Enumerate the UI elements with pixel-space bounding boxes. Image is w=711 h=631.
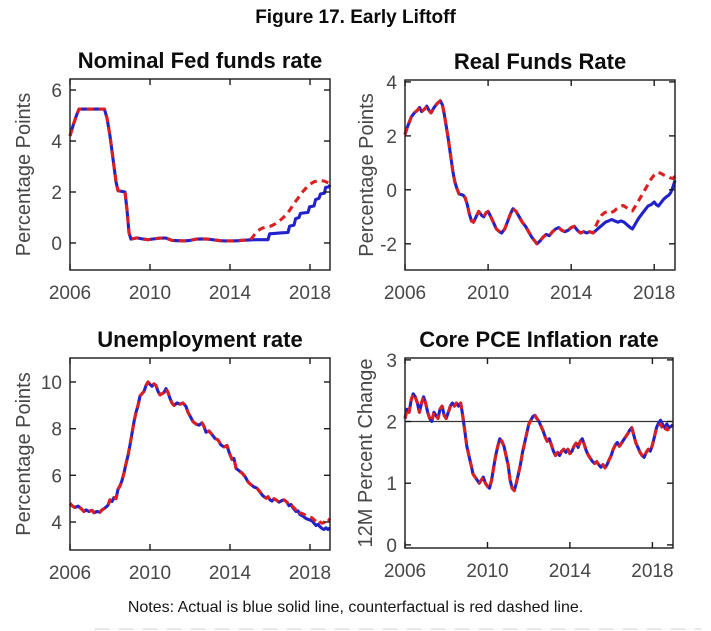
plot-box	[404, 79, 676, 271]
chart-unemployment-rate: 2006 2010 2014 2018 4 6 8 10 Unemployment rate Pe…	[13, 327, 332, 584]
y-tick-label: 2	[51, 183, 62, 204]
counterfactual-line	[68, 107, 331, 243]
y-axis-label: Percentage Points	[13, 93, 35, 256]
counterfactual-line	[403, 392, 674, 493]
y-tick-label: 0	[51, 234, 62, 255]
figure-title: Figure 17. Early Liftoff	[255, 7, 456, 28]
y-tick-label: 6	[51, 81, 62, 102]
y-tick-label: -2	[380, 235, 397, 256]
x-tick-label: 2006	[384, 283, 426, 304]
x-tick-label: 2018	[633, 283, 675, 304]
x-tick-label: 2018	[289, 563, 331, 584]
chart-title: Core PCE Inflation rate	[419, 327, 659, 352]
counterfactual-line	[68, 380, 332, 525]
x-tick-label: 2010	[467, 283, 509, 304]
y-axis-label: Percentage Points	[13, 372, 35, 535]
x-tick-label: 2006	[49, 283, 91, 304]
x-tick-label: 2006	[49, 563, 91, 584]
y-tick-label: 0	[386, 536, 397, 557]
y-tick-label: 6	[51, 466, 62, 487]
x-tick-label: 2010	[129, 283, 171, 304]
chart-title: Nominal Fed funds rate	[78, 48, 322, 73]
actual-line	[68, 380, 332, 532]
y-tick-label: 0	[386, 181, 397, 202]
x-tick-label: 2010	[466, 561, 508, 582]
figure-notes: Notes: Actual is blue solid line, counte…	[127, 599, 584, 616]
x-tick-label: 2014	[549, 561, 592, 582]
chart-title: Unemployment rate	[97, 327, 302, 352]
x-tick-label: 2018	[289, 283, 331, 304]
y-axis-label: 12M Percent Change	[355, 358, 377, 547]
y-tick-label: 2	[386, 127, 397, 148]
chart-real-funds-rate: 2006 2010 2014 2018 -2 0 2 4 Real Funds Rate Perc…	[356, 49, 677, 304]
x-tick-label: 2014	[550, 283, 593, 304]
counterfactual-line	[403, 99, 677, 246]
y-tick-label: 3	[386, 351, 397, 372]
plot-box	[69, 357, 331, 551]
plot-box	[69, 78, 331, 271]
x-tick-label: 2010	[129, 563, 171, 584]
y-tick-label: 1	[386, 474, 397, 495]
y-tick-label: 4	[51, 132, 62, 153]
y-tick-label: 8	[51, 420, 62, 441]
y-axis-label: Percentage Points	[356, 93, 378, 256]
scan-artifact	[95, 628, 701, 630]
plot-box	[404, 357, 674, 549]
x-tick-label: 2014	[209, 283, 252, 304]
x-tick-label: 2018	[631, 561, 673, 582]
chart-title: Real Funds Rate	[454, 49, 626, 74]
y-tick-label: 2	[386, 413, 397, 434]
y-tick-label: 4	[51, 513, 62, 534]
actual-line	[403, 392, 675, 493]
y-tick-label: 4	[386, 73, 397, 94]
x-tick-label: 2006	[384, 561, 426, 582]
chart-nominal-fed-funds-rate: 2006 2010 2014 2018 0 2 4 6 Nominal Fed funds ra…	[13, 48, 332, 304]
chart-core-pce-inflation-rate: 2006 2010 2014 2018 0 1 2 3 Core PCE Inflation r…	[355, 327, 675, 582]
y-tick-label: 10	[41, 373, 62, 394]
x-tick-label: 2014	[209, 563, 252, 584]
